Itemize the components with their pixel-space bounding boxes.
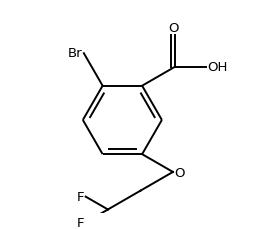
Text: F: F [77,190,85,203]
Text: OH: OH [207,61,228,74]
Text: O: O [168,22,179,35]
Text: O: O [174,167,185,180]
Text: Br: Br [68,46,83,60]
Text: F: F [77,216,85,229]
